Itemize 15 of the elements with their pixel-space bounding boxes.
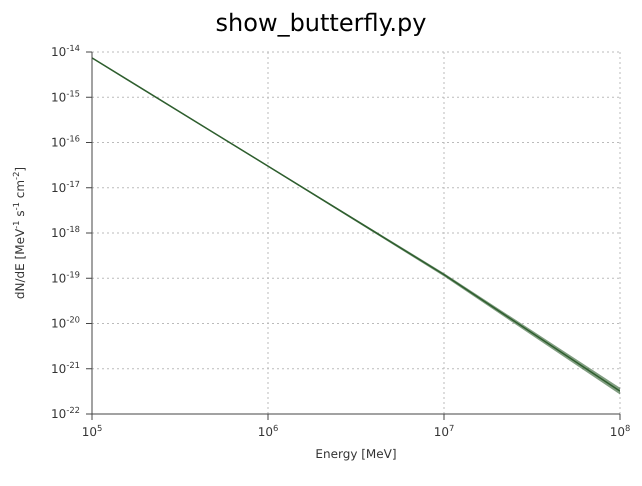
x-axis-title: Energy [MeV] — [315, 447, 397, 461]
y-tick-label: 10$^{-15}$ — [51, 88, 80, 104]
y-tick-label: 10$^{-20}$ — [51, 314, 80, 330]
x-tick-label: 10$^{7}$ — [434, 423, 454, 439]
x-tick-label: 10$^{8}$ — [610, 423, 630, 439]
y-tick-label: 10$^{-14}$ — [51, 43, 80, 59]
y-tick-label: 10$^{-19}$ — [51, 269, 80, 286]
x-tick-label: 10$^{6}$ — [258, 423, 278, 439]
chart-title: show_butterfly.py — [214, 8, 428, 38]
y-tick-label: 10$^{-16}$ — [51, 134, 80, 150]
y-tick-label: 10$^{-22}$ — [51, 405, 80, 421]
x-tick-label: 10$^{5}$ — [82, 423, 102, 439]
y-tick-label: 10$^{-21}$ — [51, 360, 80, 376]
y-tick-label: 10$^{-17}$ — [51, 178, 80, 195]
y-tick-label: 10$^{-18}$ — [51, 224, 80, 240]
